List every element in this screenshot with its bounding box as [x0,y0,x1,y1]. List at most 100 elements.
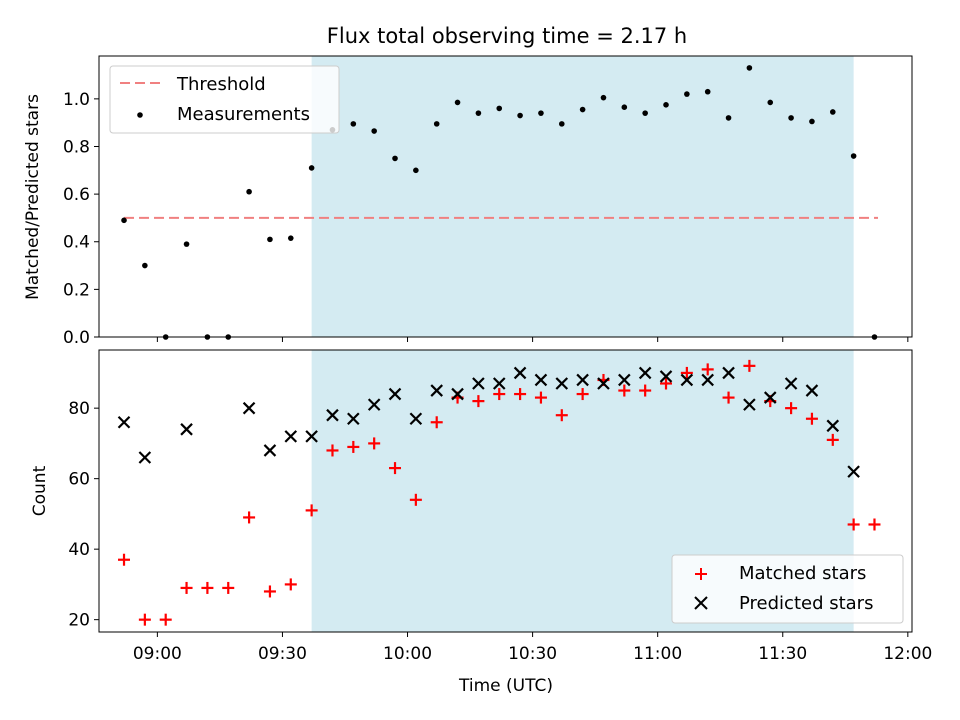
bottom-y-tick-label: 60 [68,470,90,490]
top-series-points [121,65,878,340]
predicted-star-point [534,373,548,387]
bottom-y-axis-label: Count [30,465,50,516]
matched-star-point [389,462,402,475]
legend-matched-label: Matched stars [739,563,866,584]
measurement-point [600,94,607,101]
matched-star-point [785,402,798,415]
top-legend: Threshold Measurements [109,65,340,134]
bottom-y-tick-label: 20 [68,611,90,631]
matched-star-point [534,391,547,404]
predicted-star-point [430,384,443,397]
measurement-point [475,110,482,116]
x-tick-label: 11:00 [633,644,682,664]
predicted-star-point [409,412,423,426]
measurement-point [496,105,503,112]
measurement-point [621,104,628,110]
measurement-point [371,128,377,134]
predicted-stars-points [117,366,860,478]
measurement-point [642,110,648,116]
measurement-point [850,153,857,159]
measurement-point [684,91,690,97]
measurement-point [663,102,669,108]
x-axis-label: Time (UTC) [458,676,553,696]
measurement-point [809,118,815,125]
matched-star-point [576,388,589,401]
measurement-point [558,121,565,127]
measurement-point [392,155,398,162]
matched-star-point [305,504,318,517]
matched-star-point [180,581,193,594]
x-tick-label: 10:30 [508,644,557,664]
legend-predicted-label: Predicted stars [739,593,873,614]
predicted-star-point [138,451,152,464]
measurement-point [579,106,586,113]
measurement-point [308,165,315,171]
legend-measurements-swatch [137,112,143,118]
bottom-y-ticks: 20 40 60 80 [68,399,99,631]
predicted-star-point [180,423,193,436]
top-y-ticks: 0.0 0.2 0.4 0.6 0.8 1.0 [63,90,99,348]
legend-predicted-swatch [694,596,708,610]
predicted-star-point [263,444,277,457]
predicted-star-point [618,373,631,387]
top-y-axis-label: Matched/Predicted stars [23,94,43,300]
x-tick-label: 11:30 [758,644,807,664]
top-axes-frame [98,55,913,338]
predicted-star-point [492,377,506,390]
matched-star-point [243,511,256,524]
bottom-legend-box [671,554,904,624]
predicted-star-point [826,419,840,433]
x-tick-label: 09:30 [258,644,307,664]
matched-star-point [284,578,297,591]
predicted-star-point [659,370,673,383]
legend-matched-swatch [695,568,707,580]
top-legend-box [109,65,340,134]
matched-star-point [514,388,527,401]
matched-star-point [868,518,881,531]
predicted-star-point [513,366,527,380]
predicted-star-point [576,373,589,387]
matched-star-point [847,518,860,531]
matched-star-point [639,384,652,397]
matched-star-point [159,613,172,626]
measurement-point [142,262,148,269]
matched-star-point [326,444,339,457]
matched-star-point [347,440,360,453]
matched-star-point [368,437,381,450]
predicted-star-point [242,401,256,415]
matched-star-point [722,391,735,404]
measurement-point [829,109,836,115]
measurement-point [704,88,711,95]
top-x-ticks [156,337,909,342]
measurement-point [788,115,794,121]
bottom-y-tick-label: 40 [68,540,90,560]
top-y-tick-label: 0.2 [63,280,90,300]
predicted-star-point [305,430,318,443]
top-y-tick-label: 0.8 [63,137,90,157]
measurement-point [413,167,419,174]
x-tick-label: 12:00 [883,644,932,664]
matched-star-point [201,581,214,594]
bottom-legend: Matched stars Predicted stars [671,554,904,624]
predicted-star-point [472,377,485,390]
matched-star-point [660,377,673,390]
predicted-star-point [680,373,694,387]
x-tick-label: 09:00 [133,644,182,664]
predicted-star-point [326,408,339,422]
matched-star-point [555,409,568,422]
matched-star-point [701,363,714,376]
bottom-y-tick-label: 80 [68,399,90,419]
matched-star-point [743,359,756,372]
measurement-point [725,115,732,121]
measurement-point [246,188,252,195]
predicted-star-point [117,415,131,429]
predicted-star-point [701,373,714,387]
matched-star-point [118,553,131,566]
bottom-axes-frame [98,349,913,633]
predicted-star-point [451,387,464,401]
matched-star-point [805,412,818,425]
top-y-tick-label: 0.4 [63,233,90,253]
predicted-star-point [722,366,735,380]
bottom-x-ticks: 09:00 09:30 10:00 10:30 11:00 11:30 12:00 [133,632,932,664]
